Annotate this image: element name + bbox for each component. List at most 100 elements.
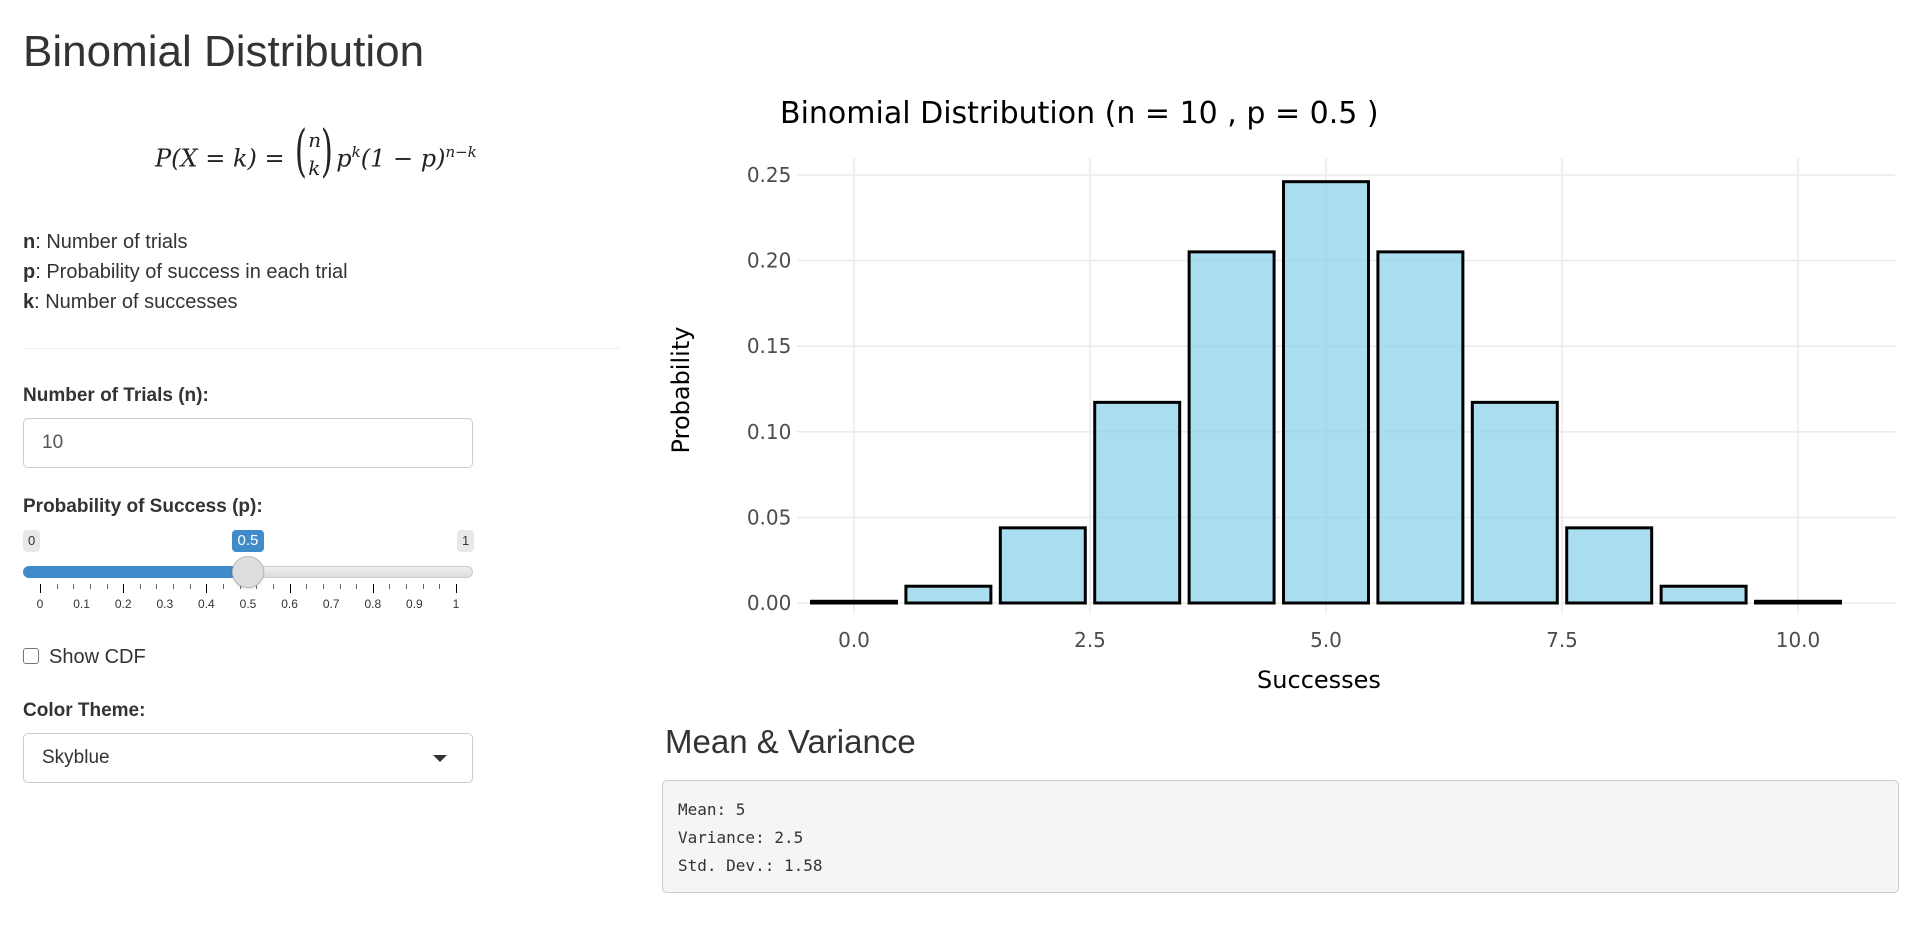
chevron-down-icon <box>433 755 447 762</box>
slider-tick <box>223 584 225 589</box>
slider-tick <box>156 584 158 589</box>
slider-tick <box>306 584 308 589</box>
formula-p: p <box>336 144 352 173</box>
formula-q: (1 − p) <box>360 144 446 173</box>
definition-symbol: n <box>23 231 36 253</box>
show-cdf-checkbox[interactable] <box>23 647 39 664</box>
bar-k-10 <box>1754 599 1842 605</box>
variance-line: Variance: 2.5 <box>678 828 804 847</box>
slider-tick <box>422 584 424 589</box>
y-tick-label: 0.15 <box>747 334 792 358</box>
slider-tick-label: 0.1 <box>73 597 90 611</box>
probability-slider-fill <box>23 566 248 578</box>
trials-input[interactable]: 10 <box>23 418 473 468</box>
slider-tick <box>89 584 91 589</box>
slider-tick-label: 0.4 <box>198 597 215 611</box>
x-tick-label: 2.5 <box>1074 628 1106 652</box>
formula-p-exponent: k <box>351 142 361 161</box>
definition-symbol: p <box>23 261 36 283</box>
y-tick-label: 0.05 <box>747 505 792 529</box>
slider-tick-label: 0.5 <box>239 597 257 611</box>
definition-symbol: k <box>23 291 35 313</box>
y-tick-label: 0.25 <box>747 163 792 187</box>
show-cdf-label: Show CDF <box>49 646 146 668</box>
slider-value-label: 0.5 <box>231 530 265 552</box>
slider-max-label: 1 <box>457 530 475 552</box>
formula-q-exponent: n−k <box>445 142 477 161</box>
definition-n: n: Number of trials <box>23 230 187 254</box>
definition-k: k: Number of successes <box>23 290 238 314</box>
definition-text: : Probability of success in each trial <box>35 261 348 283</box>
slider-tick <box>40 584 41 593</box>
x-tick-label: 0.0 <box>838 628 870 652</box>
slider-tick <box>106 584 108 589</box>
y-tick-label: 0.10 <box>747 420 792 444</box>
bar-k-8 <box>1565 526 1654 605</box>
bar-k-0 <box>810 599 898 605</box>
slider-tick <box>272 584 274 589</box>
slider-tick <box>339 584 341 589</box>
mean-variance-title: Mean & Variance <box>665 723 916 760</box>
y-axis-label: Probability <box>667 327 695 454</box>
mean-line: Mean: 5 <box>678 800 746 819</box>
divider <box>23 348 620 349</box>
y-tick-label: 0.20 <box>747 249 792 273</box>
bar-k-3 <box>1093 400 1182 605</box>
x-tick-label: 5.0 <box>1310 628 1342 652</box>
definition-p: p: Probability of success in each trial <box>23 260 348 284</box>
stddev-line: Std. Dev.: 1.58 <box>678 856 823 875</box>
tick-layer: 0.00 0.05 0.10 0.15 0.20 0.25 0.0 2.5 5.0 7.5 10.0 <box>747 163 1820 652</box>
slider-tick-label: 0.3 <box>156 597 174 611</box>
y-tick-label: 0.00 <box>747 591 792 615</box>
x-tick-label: 10.0 <box>1776 628 1821 652</box>
slider-tick <box>439 584 441 589</box>
x-axis-label: Successes <box>1257 666 1381 694</box>
formula-lhs: P(X = k) = <box>155 144 285 173</box>
slider-tick <box>189 584 191 589</box>
slider-tick <box>389 584 391 589</box>
color-theme-selected: Skyblue <box>42 747 110 768</box>
color-theme-label: Color Theme: <box>23 700 146 721</box>
slider-tick <box>256 584 258 589</box>
slider-tick <box>322 584 324 589</box>
probability-slider-handle[interactable] <box>232 556 264 588</box>
binomial-coefficient: ( n k ) <box>292 122 336 186</box>
binom-top: n <box>308 128 322 152</box>
slider-tick <box>173 584 175 589</box>
slider-tick <box>139 584 141 589</box>
slider-tick <box>239 584 241 589</box>
slider-tick-label: 0.8 <box>364 597 382 611</box>
left-paren: ( <box>295 119 308 184</box>
color-theme-select[interactable]: Skyblue <box>23 733 473 783</box>
binom-bottom: k <box>308 156 321 180</box>
bar-k-6 <box>1376 250 1465 605</box>
slider-tick <box>123 584 125 593</box>
mean-variance-output: Mean: 5 Variance: 2.5 Std. Dev.: 1.58 <box>662 780 1899 893</box>
slider-tick-label: 1 <box>452 597 460 611</box>
bar-k-2 <box>998 526 1087 605</box>
slider-tick <box>456 584 457 593</box>
slider-tick <box>289 584 291 593</box>
slider-tick-label: 0.7 <box>322 597 340 611</box>
x-tick-label: 7.5 <box>1546 628 1578 652</box>
bar-k-1 <box>904 584 993 605</box>
chart-title: Binomial Distribution (n = 10 , p = 0.5 … <box>780 96 1379 131</box>
slider-tick <box>356 584 358 589</box>
binomial-formula: P(X = k) = ( n k ) pk(1 − p)n−k <box>155 108 495 182</box>
slider-tick <box>206 584 208 593</box>
right-paren: ) <box>321 119 334 184</box>
binomial-chart: 0.00 0.05 0.10 0.15 0.20 0.25 0.0 2.5 5.0 7.5 10.0… <box>667 96 1895 694</box>
bar-k-5 <box>1282 180 1370 605</box>
slider-min-label: 0 <box>23 530 41 552</box>
bar-k-7 <box>1470 400 1559 605</box>
probability-label: Probability of Success (p): <box>23 496 263 517</box>
show-cdf-checkbox-row[interactable]: Show CDF <box>23 645 146 669</box>
slider-tick-label: 0 <box>36 597 44 611</box>
bar-k-4 <box>1187 250 1276 605</box>
slider-tick <box>406 584 408 589</box>
slider-tick-label: 0.2 <box>114 597 132 611</box>
definition-text: : Number of trials <box>35 231 188 253</box>
slider-tick-label: 0.9 <box>406 597 423 611</box>
slider-tick-label: 0.6 <box>281 597 298 611</box>
definition-text: : Number of successes <box>34 291 238 313</box>
